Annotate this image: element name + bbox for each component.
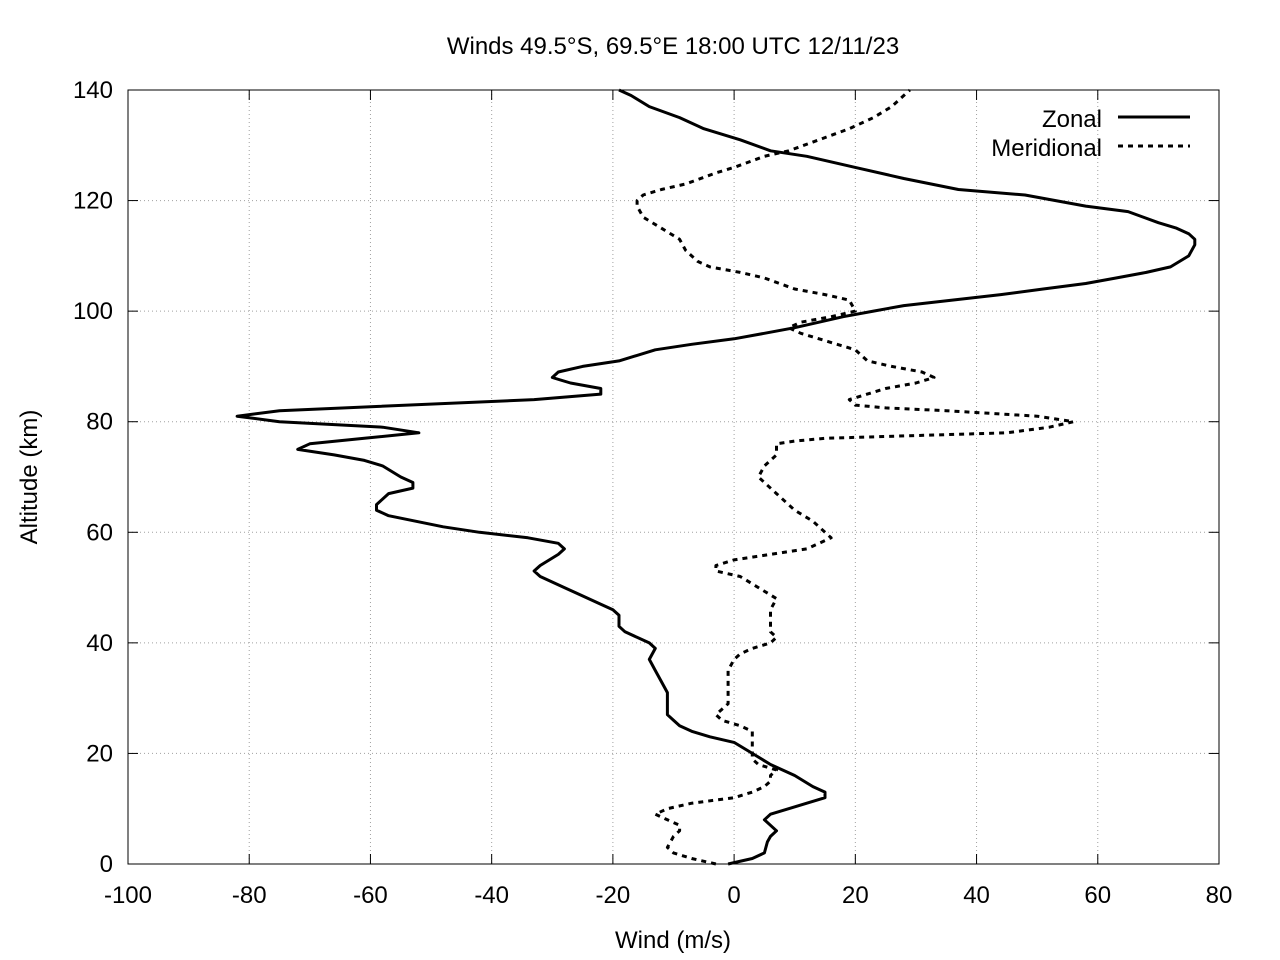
plot-frame xyxy=(127,89,1220,865)
y-tick-label: 0 xyxy=(100,851,113,878)
x-tick-label: -80 xyxy=(232,882,267,909)
y-tick-label: 80 xyxy=(86,409,113,436)
y-tick-label: 100 xyxy=(73,298,113,325)
x-tick-label: 80 xyxy=(1206,882,1233,909)
y-tick-label: 40 xyxy=(86,630,113,657)
x-tick-label: 0 xyxy=(727,882,740,909)
x-tick-label: -100 xyxy=(104,882,152,909)
x-tick-label: 40 xyxy=(963,882,990,909)
y-tick-label: 120 xyxy=(73,188,113,215)
tick-marks xyxy=(127,89,1220,865)
y-tick-labels: 0 20 40 60 80 100 120 140 xyxy=(73,77,113,878)
x-tick-labels: -100 -80 -60 -40 -20 0 20 40 60 80 xyxy=(104,882,1232,909)
y-axis-label: Altitude (km) xyxy=(16,410,43,545)
legend-label-meridional: Meridional xyxy=(991,135,1102,162)
x-tick-label: -40 xyxy=(474,882,509,909)
series-line-zonal xyxy=(235,88,1197,866)
series-lines xyxy=(235,88,1197,866)
grid xyxy=(128,90,1219,864)
series-line-meridional xyxy=(635,88,1075,866)
y-tick-label: 20 xyxy=(86,740,113,767)
x-tick-label: 60 xyxy=(1084,882,1111,909)
y-tick-label: 60 xyxy=(86,519,113,546)
legend: Zonal Meridional xyxy=(991,106,1190,162)
x-tick-label: -20 xyxy=(596,882,631,909)
legend-label-zonal: Zonal xyxy=(1042,106,1102,133)
y-tick-label: 140 xyxy=(73,77,113,104)
x-axis-label: Wind (m/s) xyxy=(615,927,731,954)
chart-title: Winds 49.5°S, 69.5°E 18:00 UTC 12/11/23 xyxy=(447,33,899,60)
x-tick-label: 20 xyxy=(842,882,869,909)
x-tick-label: -60 xyxy=(353,882,388,909)
